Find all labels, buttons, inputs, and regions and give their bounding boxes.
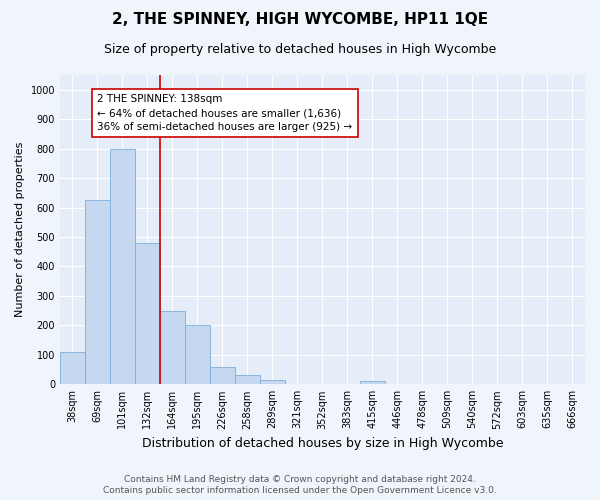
Bar	[85, 200, 110, 384]
Bar	[235, 376, 260, 384]
Text: 2, THE SPINNEY, HIGH WYCOMBE, HP11 1QE: 2, THE SPINNEY, HIGH WYCOMBE, HP11 1QE	[112, 12, 488, 28]
Bar	[210, 366, 235, 384]
Text: Size of property relative to detached houses in High Wycombe: Size of property relative to detached ho…	[104, 42, 496, 56]
Bar	[110, 148, 135, 384]
Bar	[260, 380, 285, 384]
Bar	[160, 310, 185, 384]
Bar	[135, 243, 160, 384]
Text: Contains HM Land Registry data © Crown copyright and database right 2024.: Contains HM Land Registry data © Crown c…	[124, 475, 476, 484]
Bar	[185, 326, 210, 384]
Y-axis label: Number of detached properties: Number of detached properties	[15, 142, 25, 318]
Text: Contains public sector information licensed under the Open Government Licence v3: Contains public sector information licen…	[103, 486, 497, 495]
X-axis label: Distribution of detached houses by size in High Wycombe: Distribution of detached houses by size …	[142, 437, 503, 450]
Bar	[360, 382, 385, 384]
Bar	[60, 352, 85, 384]
Text: 2 THE SPINNEY: 138sqm
← 64% of detached houses are smaller (1,636)
36% of semi-d: 2 THE SPINNEY: 138sqm ← 64% of detached …	[97, 94, 353, 132]
